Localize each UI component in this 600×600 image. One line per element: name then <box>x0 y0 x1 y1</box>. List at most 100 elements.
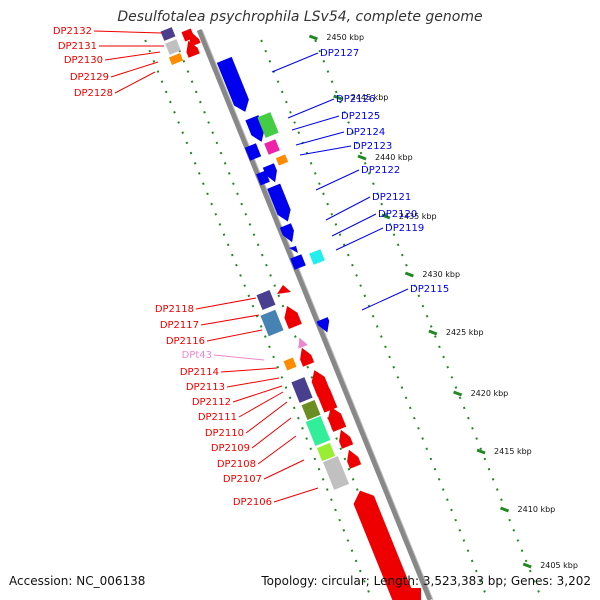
gene-leader-line <box>315 169 360 191</box>
gene-dp2110 <box>301 399 321 421</box>
gene-dp2115 <box>316 317 330 333</box>
gene-reverse-arrow <box>328 407 347 432</box>
gene-leader-line <box>195 297 257 310</box>
gene-label-dp2111: DP2111 <box>198 412 237 423</box>
gene-leader-line <box>110 61 159 78</box>
gene-leader-line <box>93 30 163 34</box>
ruler-tick-label: 2415 kbp <box>494 447 532 456</box>
gene-forward-small <box>290 254 306 270</box>
gene-dp2108 <box>316 442 336 462</box>
gene-label-dp2130: DP2130 <box>64 55 103 66</box>
gene-dp2132-partner <box>181 28 195 42</box>
ruler-tick <box>404 271 414 278</box>
gene-leader-line <box>361 288 409 311</box>
gene-dp2130 <box>186 40 200 58</box>
gene-label-dp2113: DP2113 <box>186 382 225 393</box>
gene-reverse-edge <box>405 588 421 600</box>
gene-label-dpt43: DPt43 <box>182 350 212 361</box>
gene-reverse-arrow <box>316 382 338 413</box>
gene-dp2114 <box>283 357 297 371</box>
gene-dp2116 <box>284 305 302 329</box>
ruler-rail <box>314 39 543 600</box>
gene-label-dp2121: DP2121 <box>372 192 411 203</box>
inner-right-rail <box>260 39 489 600</box>
gene-dp2127 <box>216 56 249 112</box>
gene-leader-line <box>263 459 305 480</box>
gene-leader-line <box>213 354 265 361</box>
ruler-tick-label: 2440 kbp <box>375 153 413 162</box>
gene-leader-line <box>331 213 377 237</box>
ruler-tick <box>476 448 486 455</box>
topology-label: Topology: circular; Length: 3,523,383 bp… <box>261 574 591 588</box>
gene-leader-line <box>335 227 384 251</box>
ruler-tick <box>500 506 510 513</box>
ruler-tick-label: 2405 kbp <box>540 561 578 570</box>
gene-leader-line <box>232 385 283 403</box>
gene-leader-line <box>220 367 278 373</box>
gene-label-dp2132: DP2132 <box>53 26 92 37</box>
gene-leader-line <box>271 52 319 73</box>
gene-label-dp2114: DP2114 <box>180 367 219 378</box>
gene-leader-line <box>200 314 260 326</box>
gene-dp2118 <box>256 289 276 311</box>
gene-label-dp2119: DP2119 <box>385 223 424 234</box>
gene-leader-line <box>114 71 156 94</box>
ruler-tick-label: 2445 kbp <box>351 93 389 102</box>
gene-label-dp2131: DP2131 <box>58 41 97 52</box>
ruler-tick-label: 2420 kbp <box>471 389 509 398</box>
outer-left-rail <box>144 39 373 600</box>
ruler-tick <box>522 562 532 569</box>
gene-dp2118-partner <box>277 285 291 294</box>
gene-label-dp2107: DP2107 <box>223 474 262 485</box>
ruler-tick <box>357 154 367 161</box>
ruler-tick-label: 2410 kbp <box>518 505 556 514</box>
ruler-tick-label: 2430 kbp <box>422 270 460 279</box>
gene-dp2131 <box>165 39 181 55</box>
gene-reverse-arrow <box>339 429 354 449</box>
gene-dp2113 <box>300 347 315 367</box>
gene-dp2109 <box>305 415 331 447</box>
ruler-tick-label: 2450 kbp <box>326 33 364 42</box>
gene-forward-tiny <box>289 246 298 253</box>
ruler-tick <box>381 213 391 220</box>
gene-dp2121 <box>267 183 291 222</box>
gene-label-dp2112: DP2112 <box>192 397 231 408</box>
ruler-tick <box>333 94 343 101</box>
gene-leader-line <box>251 417 292 449</box>
gene-dp2129 <box>168 53 184 65</box>
gene-label-dp2109: DP2109 <box>211 443 250 454</box>
ruler-tick <box>428 329 438 336</box>
gene-leader-line <box>245 401 288 434</box>
gene-dp2132 <box>160 27 176 41</box>
gene-leader-line <box>226 377 280 388</box>
gene-label-dp2118: DP2118 <box>155 304 194 315</box>
accession-label: Accession: NC_006138 <box>9 574 146 588</box>
gene-label-dp2128: DP2128 <box>74 88 113 99</box>
gene-leader-line <box>273 487 319 503</box>
gene-forward-small <box>244 143 262 161</box>
gene-leader-line <box>257 435 297 465</box>
gene-dpt43 <box>298 337 308 349</box>
ruler-tick-label: 2435 kbp <box>399 212 437 221</box>
gene-dp2107 <box>322 456 350 490</box>
gene-label-dp2115: DP2115 <box>410 284 449 295</box>
gene-label-dp2110: DP2110 <box>205 428 244 439</box>
ruler-tick <box>453 390 463 397</box>
gene-dp2106 <box>353 490 417 600</box>
gene-label-dp2106: DP2106 <box>233 497 272 508</box>
gene-reverse-arrow <box>347 449 362 469</box>
gene-leader-line <box>299 145 352 156</box>
ruler-tick-label: 2425 kbp <box>446 328 484 337</box>
inner-left-rail <box>174 39 403 600</box>
gene-dp2119 <box>309 249 325 265</box>
gene-dp2120 <box>279 223 294 243</box>
gene-label-dp2123: DP2123 <box>353 141 392 152</box>
map-title: Desulfotalea psychrophila LSv54, complet… <box>117 9 483 25</box>
backbone-shadow <box>201 29 434 600</box>
gene-label-dp2126: DP2126 <box>336 94 375 105</box>
gene-leader-line <box>287 98 335 119</box>
gene-dp2122 <box>262 163 277 183</box>
gene-dp2124 <box>264 139 280 155</box>
